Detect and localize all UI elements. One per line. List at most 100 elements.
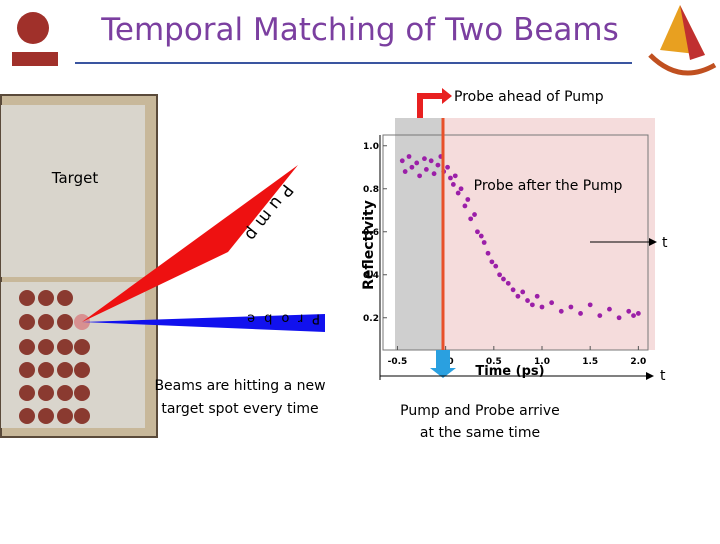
x-tick-label: -0.5 bbox=[388, 357, 408, 367]
spot bbox=[38, 290, 54, 306]
logo-right bbox=[648, 5, 717, 76]
x-axis-label: Time (ps) bbox=[475, 364, 544, 379]
point bbox=[493, 263, 499, 269]
x-tick-label: 2.0 bbox=[630, 357, 646, 367]
point bbox=[529, 302, 535, 308]
point bbox=[587, 302, 593, 308]
point bbox=[406, 154, 412, 159]
spot bbox=[38, 362, 54, 378]
point bbox=[428, 158, 434, 164]
point bbox=[431, 171, 437, 177]
spot bbox=[57, 408, 73, 424]
ahead-arrow-head bbox=[442, 88, 452, 104]
probe-label: Probe bbox=[238, 311, 320, 326]
spot bbox=[38, 408, 54, 424]
spot bbox=[19, 339, 35, 355]
spot-grid bbox=[19, 290, 90, 424]
point bbox=[462, 203, 468, 209]
point bbox=[489, 259, 495, 265]
point bbox=[534, 293, 540, 299]
spot bbox=[38, 314, 54, 330]
same-time: at the same time bbox=[420, 425, 540, 441]
point bbox=[631, 313, 636, 318]
point bbox=[558, 308, 564, 314]
y-tick-label: 0.2 bbox=[363, 314, 379, 324]
y-tick-label: 0.4 bbox=[363, 271, 379, 281]
pump-beam bbox=[82, 165, 298, 322]
time-mark: t bbox=[662, 235, 668, 251]
spot bbox=[57, 290, 73, 306]
slide-title: Temporal Matching of Two Beams bbox=[100, 12, 619, 48]
spot bbox=[57, 339, 73, 355]
point bbox=[445, 164, 450, 170]
target-area bbox=[1, 105, 145, 277]
spot-area bbox=[1, 282, 145, 428]
point bbox=[435, 162, 441, 168]
same-time: Pump and Probe arrive bbox=[400, 403, 560, 419]
point bbox=[452, 173, 458, 179]
point bbox=[635, 311, 641, 316]
point bbox=[450, 182, 456, 187]
point bbox=[578, 311, 583, 316]
point bbox=[468, 216, 474, 222]
point bbox=[399, 158, 405, 164]
x-tick-label: 0.5 bbox=[486, 357, 502, 367]
point bbox=[616, 315, 622, 321]
y-axis-label: Reflectivity bbox=[361, 200, 377, 290]
point bbox=[525, 298, 530, 303]
point bbox=[402, 169, 408, 174]
point bbox=[549, 300, 555, 306]
point bbox=[422, 156, 427, 162]
target-label: Target bbox=[51, 169, 99, 187]
spot bbox=[74, 385, 90, 401]
y-tick-label: 0.6 bbox=[363, 228, 379, 238]
point bbox=[414, 160, 420, 166]
spot bbox=[74, 362, 90, 378]
spot bbox=[38, 339, 54, 355]
point bbox=[409, 164, 415, 170]
point bbox=[481, 240, 487, 245]
note-line: target spot every time bbox=[161, 401, 318, 417]
logo-left bbox=[5, 5, 63, 75]
point bbox=[485, 250, 491, 256]
note-line: Beams are hitting a new bbox=[154, 378, 325, 394]
point bbox=[510, 287, 516, 293]
spot bbox=[19, 408, 35, 424]
point bbox=[423, 167, 429, 172]
spot bbox=[19, 314, 35, 330]
spot bbox=[19, 385, 35, 401]
spot bbox=[74, 408, 90, 424]
point bbox=[448, 175, 453, 181]
spot bbox=[38, 385, 54, 401]
spot bbox=[57, 314, 73, 330]
point bbox=[568, 304, 574, 310]
x-tick-label: 1.5 bbox=[582, 357, 598, 367]
point bbox=[501, 276, 506, 282]
point bbox=[520, 289, 526, 295]
point bbox=[465, 197, 471, 202]
point bbox=[607, 306, 612, 312]
spot bbox=[19, 362, 35, 378]
point bbox=[455, 190, 461, 196]
probe-beam bbox=[82, 314, 325, 332]
spot bbox=[57, 362, 73, 378]
point bbox=[626, 308, 632, 314]
ahead-region bbox=[395, 118, 443, 350]
point bbox=[539, 304, 545, 310]
probe-after: Probe after the Pump bbox=[474, 178, 623, 194]
spot bbox=[74, 339, 90, 355]
point bbox=[472, 212, 477, 217]
point bbox=[475, 229, 480, 235]
same-time-arrow bbox=[430, 350, 456, 378]
spot bbox=[19, 290, 35, 306]
time-mark: t bbox=[660, 368, 666, 384]
point bbox=[458, 186, 464, 192]
point bbox=[597, 313, 603, 318]
point bbox=[478, 233, 484, 239]
spot bbox=[57, 385, 73, 401]
ahead-arrow bbox=[417, 93, 442, 118]
y-tick-label: 0.8 bbox=[363, 185, 379, 195]
point bbox=[417, 173, 423, 179]
